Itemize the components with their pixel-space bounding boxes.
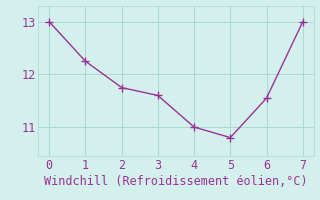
X-axis label: Windchill (Refroidissement éolien,°C): Windchill (Refroidissement éolien,°C) [44,175,308,188]
